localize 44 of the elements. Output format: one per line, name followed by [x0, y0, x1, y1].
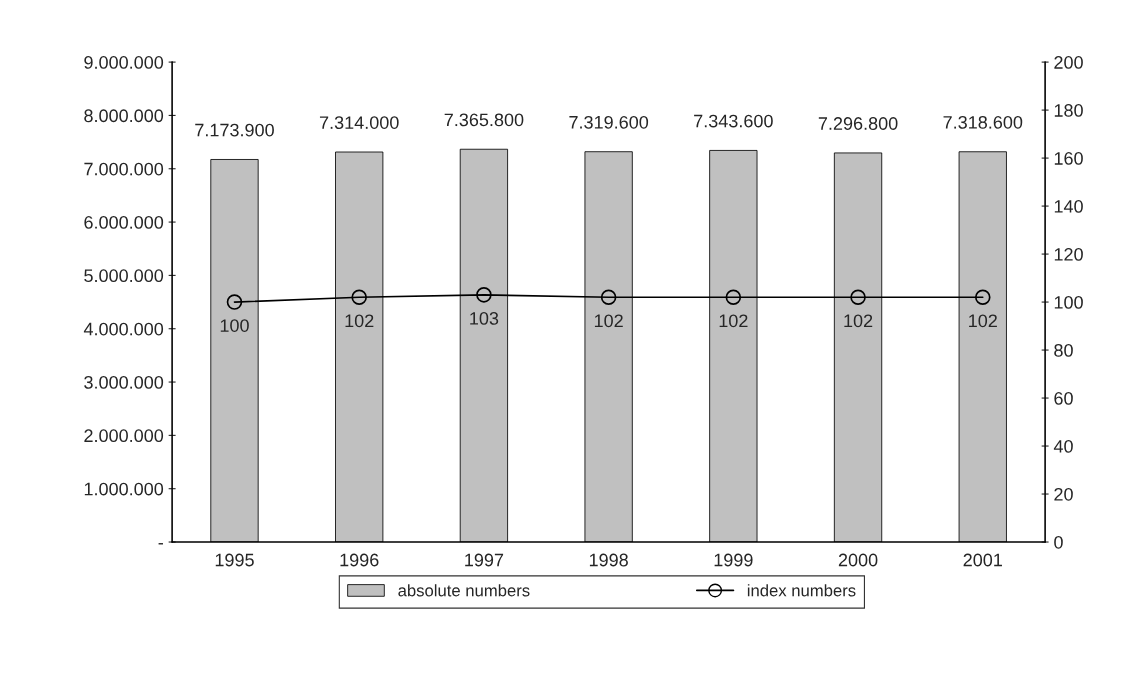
- data-label: 102: [969, 314, 997, 328]
- data-label: 102: [844, 314, 873, 328]
- y2-tick-label: 100: [1054, 296, 1083, 309]
- y2-tick-label: 20: [1054, 487, 1073, 501]
- y2-tick-label: 40: [1053, 439, 1073, 453]
- y-tick-label: 7.000.000: [84, 162, 164, 176]
- y2-tick-label: 120: [1054, 248, 1083, 261]
- y-tick-label: 2.000.000: [84, 429, 164, 443]
- y-tick-label: 9.000.000: [84, 56, 164, 69]
- y-tick-label: 1.000.000: [84, 482, 164, 496]
- data-label: 7.296.800: [818, 117, 898, 130]
- data-label: 102: [345, 314, 374, 328]
- data-label: 100: [220, 319, 249, 332]
- data-label: 103: [470, 312, 499, 325]
- y2-tick-label: 180: [1054, 104, 1083, 117]
- y-tick-label: 8.000.000: [84, 109, 164, 123]
- data-label: 7.343.600: [694, 114, 773, 128]
- data-label: 102: [719, 314, 748, 328]
- legend-label: absolute numbers: [398, 584, 530, 597]
- y-tick-label: 4.000.000: [83, 322, 164, 336]
- data-label: 7.318.600: [943, 115, 1023, 129]
- data-label: 102: [594, 314, 623, 328]
- y2-tick-label: 60: [1054, 391, 1073, 405]
- x-tick-label: 1995: [215, 553, 254, 567]
- data-label: 7.365.800: [444, 113, 524, 127]
- y2-tick-label: 200: [1054, 56, 1083, 69]
- y-tick-label: -: [158, 543, 163, 545]
- y2-tick-label: 0: [1054, 535, 1063, 549]
- x-tick-label: 2001: [963, 553, 1002, 567]
- data-label: 7.319.600: [569, 115, 649, 129]
- y2-tick-label: 160: [1054, 152, 1083, 165]
- x-tick-label: 1997: [465, 553, 504, 567]
- data-label: 7.173.900: [195, 123, 274, 137]
- x-tick-label: 1996: [340, 553, 379, 567]
- y-tick-label: 5.000.000: [84, 269, 164, 283]
- legend-label: index numbers: [747, 584, 856, 597]
- y2-tick-label: 140: [1054, 200, 1083, 213]
- x-tick-label: 2000: [838, 553, 878, 567]
- y-tick-label: 3.000.000: [84, 375, 164, 389]
- y2-tick-label: 80: [1054, 343, 1073, 357]
- x-tick-label: 1999: [714, 553, 753, 567]
- y-tick-label: 6.000.000: [84, 216, 164, 229]
- data-label: 7.314.000: [319, 116, 399, 129]
- x-tick-label: 1998: [589, 553, 628, 567]
